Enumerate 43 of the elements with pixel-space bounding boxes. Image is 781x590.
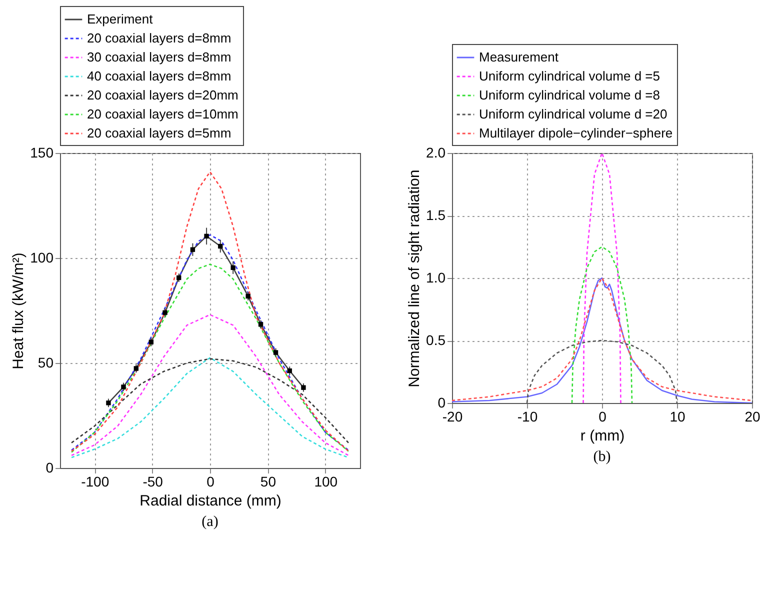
x-tick-label: 0 [206,474,215,490]
x-tick-label: 20 [744,408,760,424]
x-axis-title: Radial distance (mm) [140,492,282,510]
line-series [70,358,350,444]
y-tick-label: 1.5 [426,207,446,223]
y-tick-label: 1.0 [426,270,446,286]
y-axis-title: Normalized line of sight radiation [406,170,424,388]
y-tick-label: 150 [30,144,54,160]
x-tick-label: 50 [260,474,276,490]
legend-label: 20 coaxial layers d=20mm [87,88,238,102]
x-tick-label: -100 [81,474,110,490]
text: (b) [593,449,611,465]
y-tick-label: 50 [38,354,54,370]
legend-label: Uniform cylindrical volume d =20 [479,106,668,122]
legend-label: 20 coaxial layers d=10mm [87,106,238,122]
legend-label: Multilayer dipole−cylinder−sphere [479,126,673,140]
x-tick-label: 0 [598,408,607,424]
x-tick-label: -10 [517,408,538,424]
line-series [571,246,633,403]
x-tick-label: 100 [314,474,338,490]
legend-label: Uniform cylindrical volume d =8 [479,88,660,102]
y-tick-label: 2.0 [426,144,446,160]
line-series [582,153,622,403]
legend-label: Uniform cylindrical volume d =5 [479,68,660,84]
x-axis-title: r (mm) [580,428,625,444]
x-tick-label: -50 [142,474,164,490]
y-tick-label: 100 [30,250,54,266]
line-series [70,314,350,456]
text: (a) [202,514,218,530]
legend-label: 20 coaxial layers d=5mm [87,126,232,140]
x-tick-label: -20 [442,408,463,424]
y-tick-label: 0.5 [426,332,446,348]
legend-label: Measurement [479,50,559,64]
legend-label: 20 coaxial layers d=8mm [87,30,232,46]
x-tick-label: 10 [670,408,686,424]
y-axis-title: Heat flux (kW/m²) [10,252,28,370]
line-series [70,357,350,458]
line-series [70,171,350,452]
legend-label: 40 coaxial layers d=8mm [87,68,232,84]
y-tick-label: 0 [438,394,446,410]
y-tick-label: 0 [46,460,54,476]
legend-label: 30 coaxial layers d=8mm [87,50,232,64]
legend-label: Experiment [87,12,154,26]
